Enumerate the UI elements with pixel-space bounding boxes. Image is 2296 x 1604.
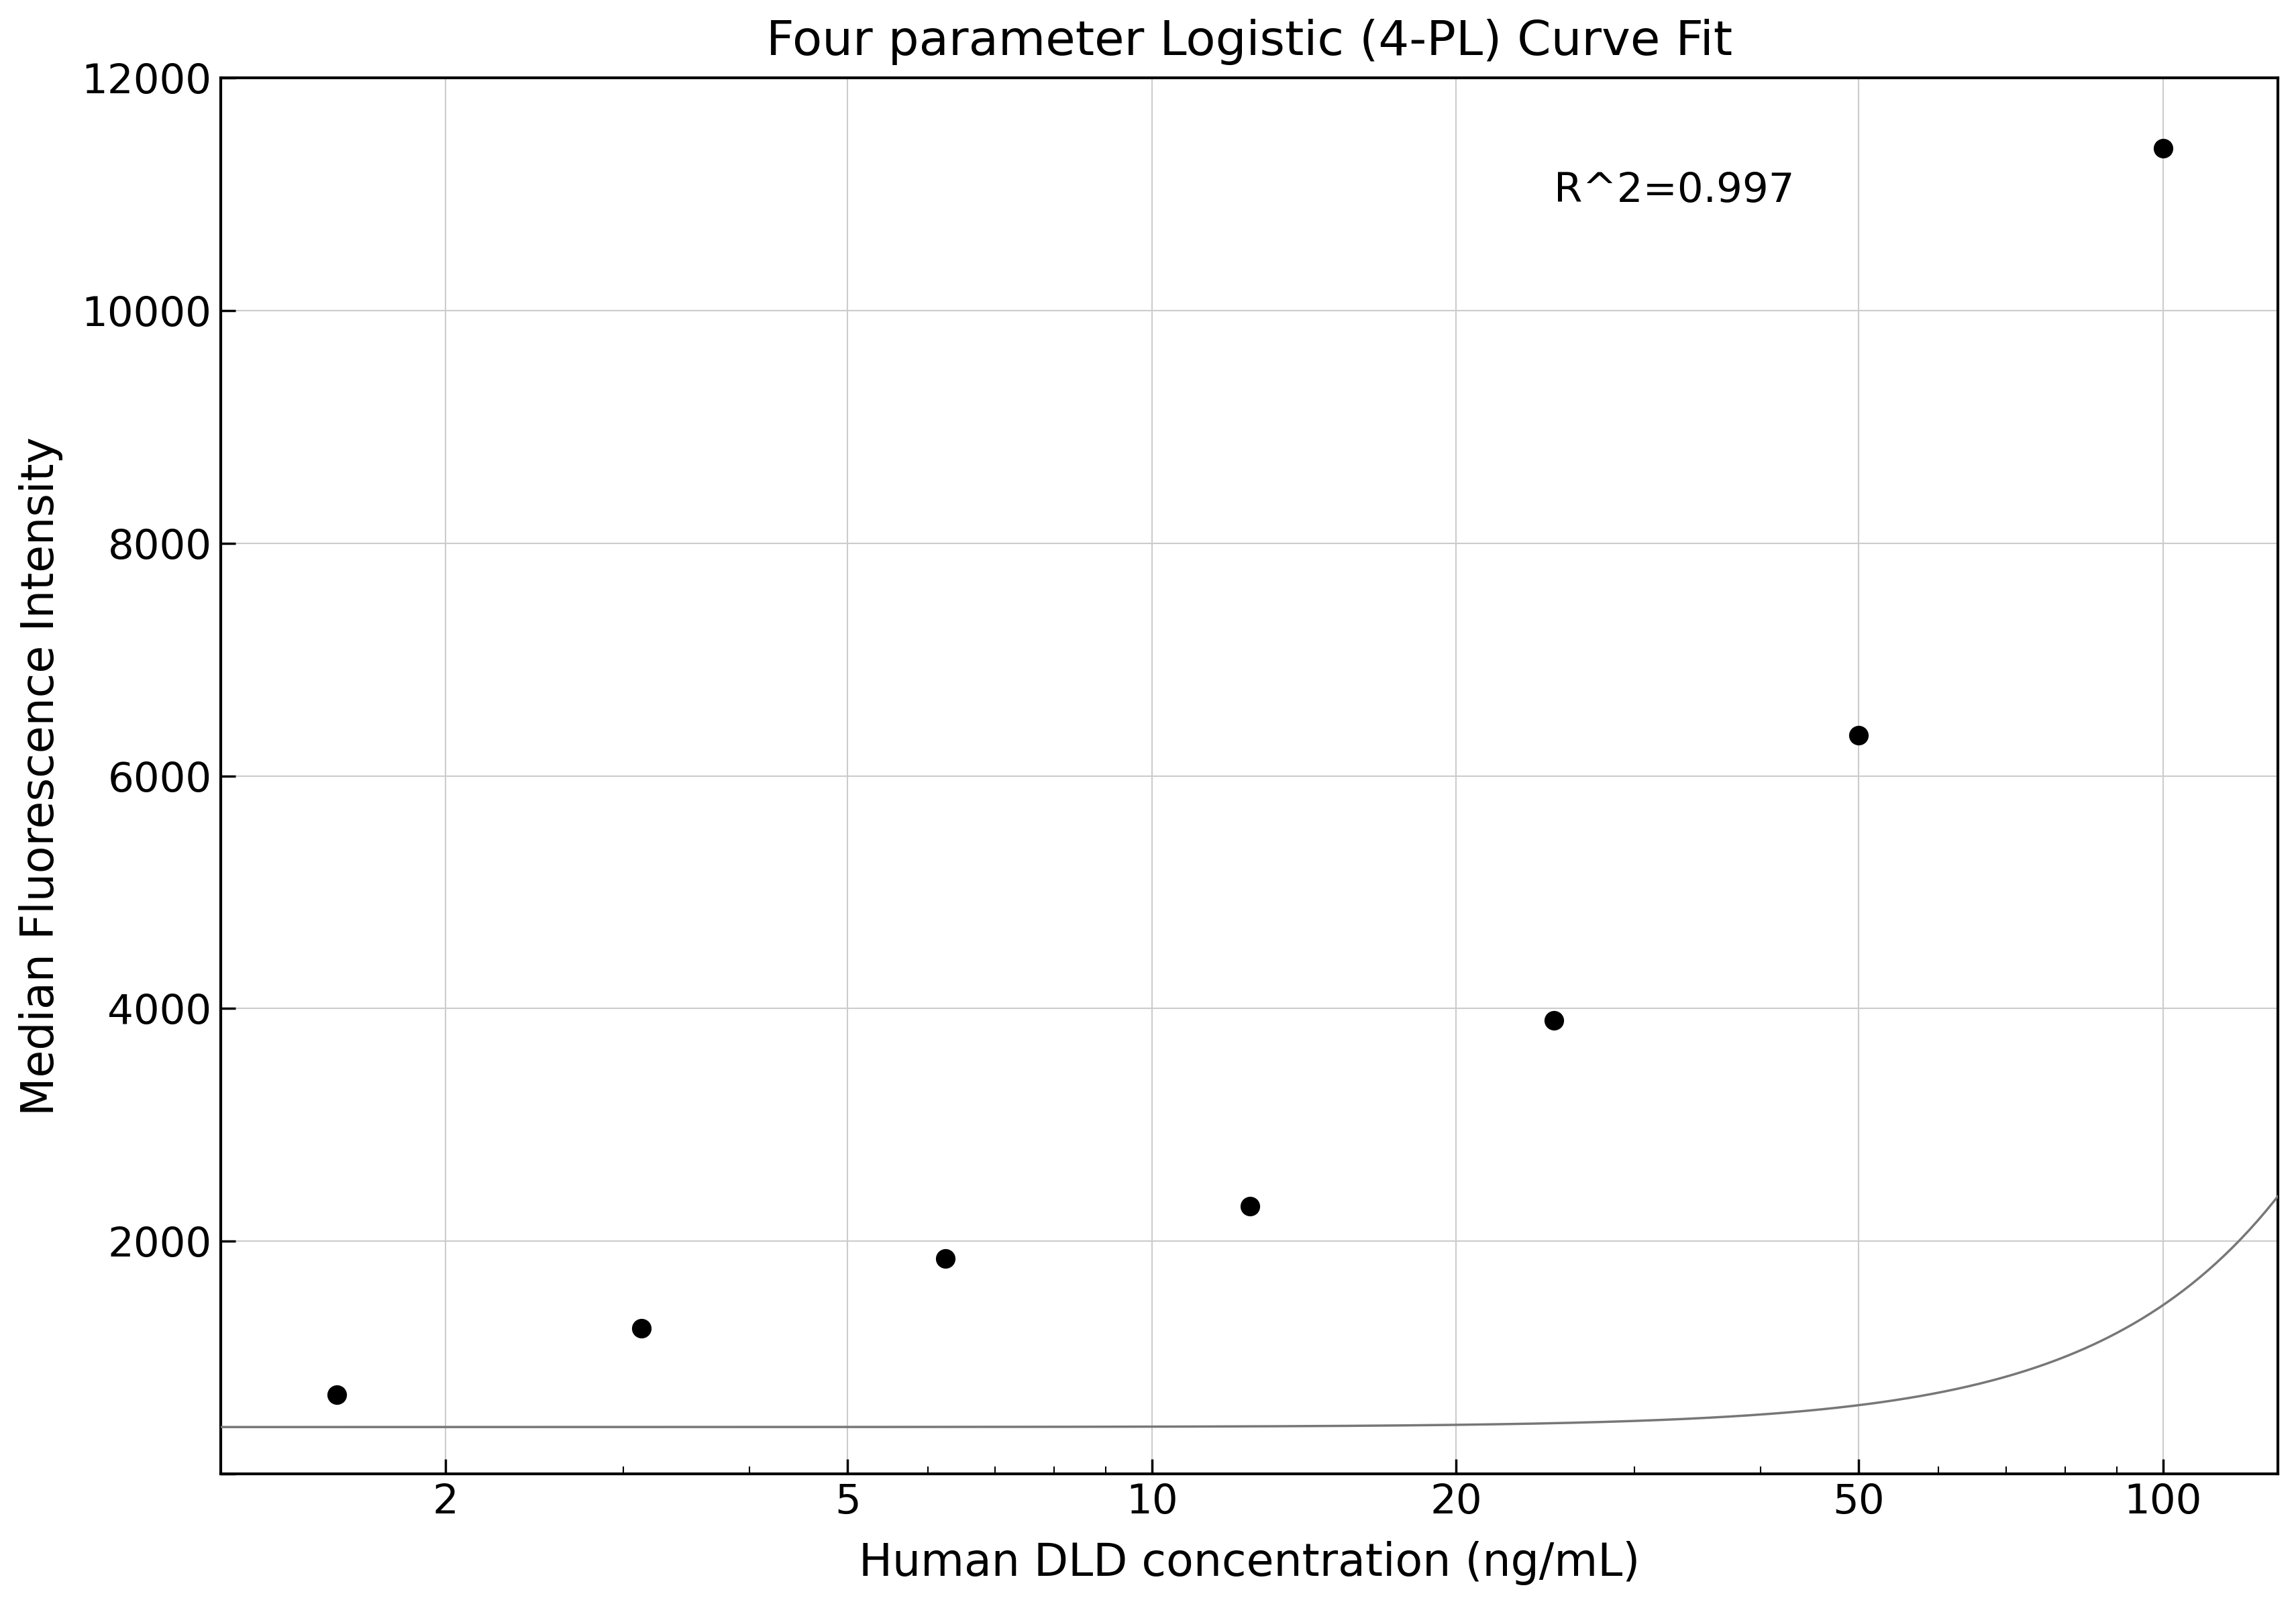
Point: [1231, 1193, 1267, 1219]
Point: [1536, 1007, 1573, 1033]
X-axis label: Human DLD concentration (ng/mL): Human DLD concentration (ng/mL): [859, 1541, 1639, 1585]
Text: R^2=0.997: R^2=0.997: [1554, 172, 1793, 210]
Point: [622, 1315, 659, 1341]
Point: [2144, 135, 2181, 160]
Y-axis label: Median Fluorescence Intensity: Median Fluorescence Intensity: [18, 436, 62, 1115]
Point: [928, 1246, 964, 1272]
Point: [1839, 722, 1876, 747]
Title: Four parameter Logistic (4-PL) Curve Fit: Four parameter Logistic (4-PL) Curve Fit: [767, 19, 1731, 64]
Point: [319, 1381, 356, 1407]
